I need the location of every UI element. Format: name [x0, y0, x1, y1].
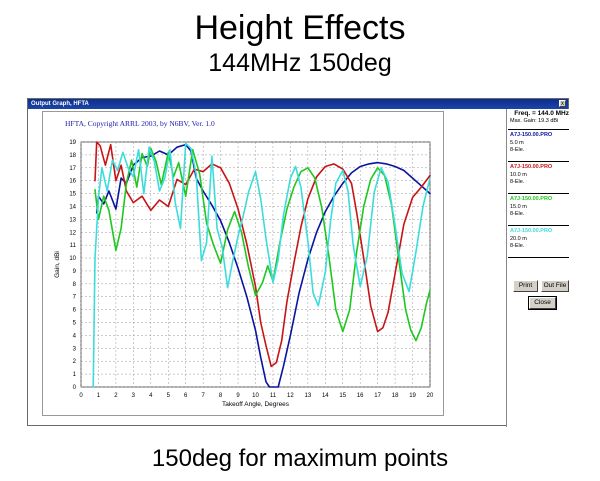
legend-entry[interactable]: A7J-150.00.PRO 15.0 m 8-Ele.: [508, 193, 569, 222]
x-tick-label: 0: [79, 393, 83, 399]
x-tick-label: 5: [167, 393, 171, 399]
legend-entry[interactable]: A7J-150.00.PRO 20.0 m 8-Ele.: [508, 225, 569, 254]
legend-height: 15.0 m: [510, 204, 527, 210]
legend-file: A7J-150.00.PRO: [510, 228, 552, 234]
x-tick-label: 8: [219, 393, 223, 399]
y-tick-label: 11: [70, 243, 77, 249]
y-tick-label: 1: [73, 372, 77, 378]
x-tick-label: 1: [97, 393, 101, 399]
legend-height: 20.0 m: [510, 236, 527, 242]
legend-file: A7J-150.00.PRO: [510, 196, 552, 202]
x-tick-label: 19: [409, 393, 416, 399]
x-tick-label: 17: [374, 393, 381, 399]
legend-antenna: 8-Ele.: [510, 211, 524, 217]
y-axis-label: Gain, dBi: [54, 251, 61, 278]
slide-caption: 150deg for maximum points: [0, 444, 600, 474]
print-button[interactable]: Print: [513, 280, 538, 292]
x-tick-label: 7: [201, 393, 205, 399]
side-panel: Freq. = 144.0 MHz Max. Gain: 19.3 dBi A7…: [506, 109, 571, 427]
y-tick-label: 15: [69, 192, 76, 198]
x-tick-label: 6: [184, 393, 188, 399]
x-tick-label: 18: [392, 393, 399, 399]
y-tick-label: 0: [73, 385, 77, 391]
legend-entry[interactable]: A7J-150.00.PRO 5.0 m 8-Ele.: [508, 129, 569, 158]
y-tick-label: 13: [69, 217, 76, 223]
x-tick-label: 11: [270, 393, 277, 399]
slide-subtitle: 144MHz 150deg: [0, 48, 600, 78]
max-gain-readout: Max. Gain: 19.3 dBi: [510, 118, 558, 124]
y-tick-label: 8: [73, 282, 77, 288]
y-tick-label: 10: [69, 256, 76, 262]
window-title: Output Graph, HFTA: [31, 99, 89, 109]
y-tick-label: 14: [69, 204, 76, 210]
y-tick-label: 6: [73, 308, 77, 314]
output-graph-window: Output Graph, HFTA x HFTA, Copyright ARR…: [27, 98, 569, 426]
legend-antenna: 8-Ele.: [510, 243, 524, 249]
y-tick-label: 19: [69, 140, 76, 146]
x-tick-label: 4: [149, 393, 153, 399]
y-tick-label: 16: [69, 179, 76, 185]
x-tick-label: 14: [322, 393, 329, 399]
x-tick-label: 3: [132, 393, 136, 399]
frequency-readout: Freq. = 144.0 MHz: [507, 110, 569, 117]
y-tick-label: 4: [73, 333, 77, 339]
x-tick-label: 13: [305, 393, 312, 399]
y-tick-label: 9: [73, 269, 77, 275]
y-tick-label: 2: [73, 359, 77, 365]
legend-file: A7J-150.00.PRO: [510, 132, 552, 138]
legend-antenna: 8-Ele.: [510, 147, 524, 153]
gain-chart-svg: HFTA, Copyright ARRL 2003, by N6BV, Ver.…: [43, 112, 443, 415]
y-tick-label: 17: [69, 166, 76, 172]
legend-entry[interactable]: A7J-150.00.PRO 10.0 m 8-Ele.: [508, 161, 569, 190]
window-titlebar[interactable]: Output Graph, HFTA x: [28, 99, 568, 109]
legend-antenna: 8-Ele.: [510, 179, 524, 185]
x-axis-label: Takeoff Angle, Degrees: [222, 401, 290, 408]
x-tick-label: 20: [427, 393, 434, 399]
out-file-button[interactable]: Out File: [541, 280, 569, 292]
slide-title: Height Effects: [0, 8, 600, 48]
y-tick-label: 3: [73, 346, 77, 352]
y-tick-label: 18: [69, 153, 76, 159]
x-tick-label: 2: [114, 393, 118, 399]
y-tick-label: 12: [69, 230, 76, 236]
legend-height: 5.0 m: [510, 140, 524, 146]
x-tick-label: 15: [339, 393, 346, 399]
window-close-icon[interactable]: x: [559, 100, 566, 107]
x-tick-label: 10: [252, 393, 259, 399]
y-tick-label: 5: [73, 321, 77, 327]
gain-chart: HFTA, Copyright ARRL 2003, by N6BV, Ver.…: [42, 111, 444, 416]
x-tick-label: 16: [357, 393, 364, 399]
x-tick-label: 12: [287, 393, 294, 399]
x-tick-label: 9: [236, 393, 240, 399]
close-button[interactable]: Close: [529, 297, 556, 309]
legend-height: 10.0 m: [510, 172, 527, 178]
legend-file: A7J-150.00.PRO: [510, 164, 552, 170]
legend-divider: [508, 257, 569, 258]
chart-title: HFTA, Copyright ARRL 2003, by N6BV, Ver.…: [65, 119, 215, 128]
y-tick-label: 7: [73, 295, 77, 301]
